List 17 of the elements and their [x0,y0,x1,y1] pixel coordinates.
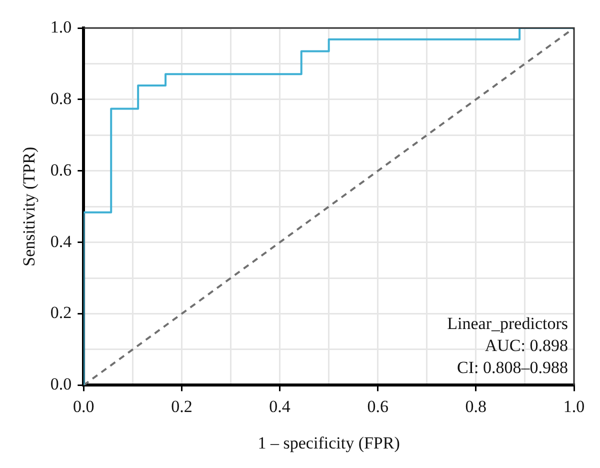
x-axis-title: 1 – specificity (FPR) [258,433,400,452]
annotation: Linear_predictors [447,314,568,334]
x-tick-label: 0.6 [367,396,388,416]
x-tick-label: 0.4 [269,396,291,416]
y-axis-title: Sensitivity (TPR) [20,146,39,266]
annotation: AUC: 0.898 [484,336,568,356]
x-tick-label: 1.0 [563,396,585,416]
y-tick-label: 0.2 [50,303,72,322]
annotation: CI: 0.808–0.988 [457,358,568,378]
y-tick-label: 0.0 [50,374,72,394]
y-tick-label: 0.8 [50,88,72,108]
x-tick-label: 0.8 [465,396,487,416]
x-tick-label: 0.0 [73,396,94,416]
y-tick-label: 0.6 [50,160,72,180]
x-tick-label: 0.2 [171,396,192,416]
y-tick-label: 0.4 [50,232,72,251]
y-tick-label: 1.0 [50,17,72,36]
